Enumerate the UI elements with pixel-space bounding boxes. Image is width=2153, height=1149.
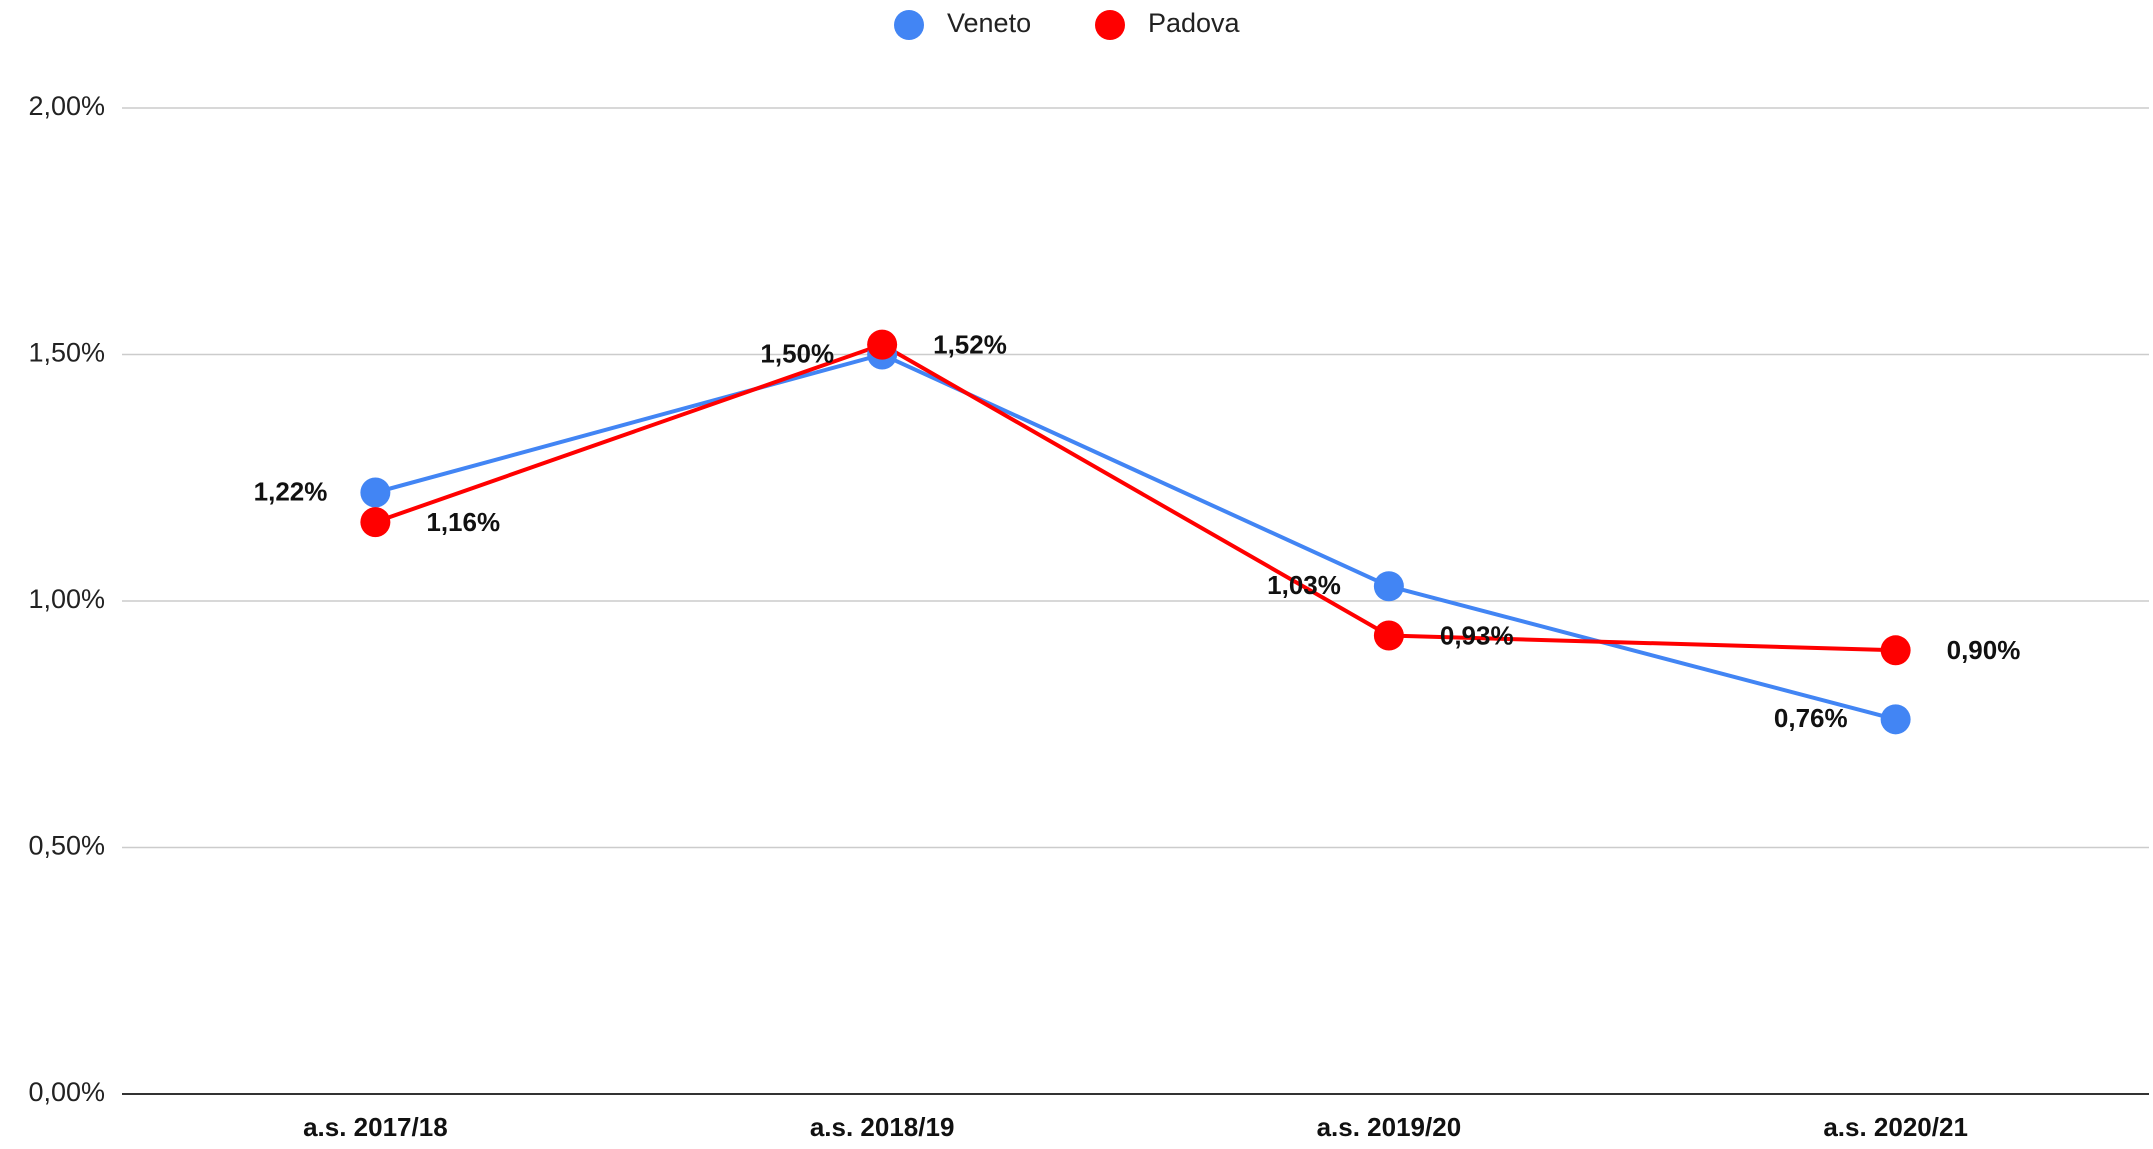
legend-label: Padova xyxy=(1148,8,1241,38)
data-label: 1,50% xyxy=(760,338,834,368)
series-line xyxy=(374,342,1896,653)
legend-marker xyxy=(1095,10,1125,40)
data-label: 1,03% xyxy=(1267,570,1341,600)
data-label: 0,76% xyxy=(1774,703,1848,733)
data-label: 1,16% xyxy=(426,507,500,537)
y-tick-label: 0,50% xyxy=(28,831,105,861)
y-tick-label: 1,00% xyxy=(28,584,105,614)
point xyxy=(867,329,898,360)
y-tick-label: 0,00% xyxy=(28,1077,105,1107)
y-tick-label: 1,50% xyxy=(28,338,105,368)
y-tick-label: 2,00% xyxy=(28,91,105,121)
x-tick-label: a.s. 2020/21 xyxy=(1823,1112,1968,1142)
x-tick-label: a.s. 2019/20 xyxy=(1317,1112,1462,1142)
data-label: 0,93% xyxy=(1440,620,1514,650)
x-tick-label: a.s. 2018/19 xyxy=(810,1112,955,1142)
point xyxy=(360,477,391,508)
point xyxy=(1373,620,1404,651)
point xyxy=(1880,704,1911,735)
legend-label: Veneto xyxy=(947,8,1031,38)
series-line xyxy=(374,352,1897,722)
x-tick-label: a.s. 2017/18 xyxy=(303,1112,448,1142)
data-label: 1,22% xyxy=(254,476,328,506)
point xyxy=(1373,571,1404,602)
data-label: 0,90% xyxy=(1947,635,2021,665)
point xyxy=(360,507,391,538)
data-label: 1,52% xyxy=(933,330,1007,360)
point xyxy=(1880,635,1911,666)
legend-marker xyxy=(894,10,924,40)
